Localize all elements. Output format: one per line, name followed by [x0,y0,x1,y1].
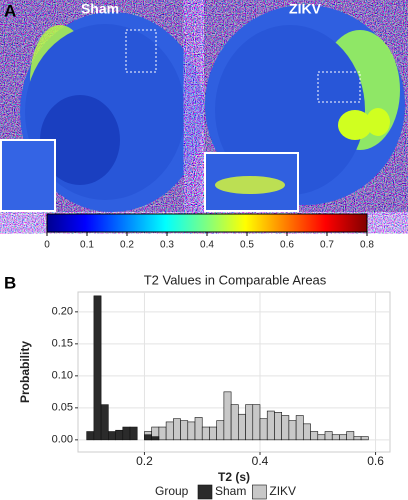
legend-title: Group [155,484,189,498]
colorbar-tick-label: 0.2 [120,240,134,251]
colorbar-tick-label: 0.6 [280,240,294,251]
bar [353,436,362,441]
bar [201,426,210,441]
colorbar-tick-label: 0.8 [360,240,374,251]
colorbar-tick-label: 0.1 [80,240,94,251]
bar [331,434,340,441]
bar [151,436,160,441]
colorbar-tick-label: 0.4 [200,240,214,251]
bar [100,404,109,441]
bar [295,415,304,441]
colorbar-tick-label: 0.5 [240,240,254,251]
mri-zikv [204,0,408,212]
x-tick-label: 0.6 [367,454,384,468]
y-tick-label: 0.20 [52,306,73,318]
image-label: ZIKV [289,1,322,17]
bar [281,415,290,441]
bar [194,417,203,441]
bar [288,420,297,441]
bar [346,431,355,441]
bar [274,412,282,441]
bar [86,431,95,441]
bar [173,418,181,441]
legend-swatch [252,484,267,500]
colorbar-tick-label: 0.7 [320,240,334,251]
y-tick-label: 0.05 [52,402,73,414]
panel-label: B [4,273,16,292]
colorbar-tick-label: 0 [44,240,50,251]
y-tick-label: 0.15 [52,338,73,350]
bar [339,434,347,441]
image-label: Sham [81,1,119,17]
colorbar-tick-label: 0.3 [160,240,174,251]
x-tick-label: 0.4 [252,454,269,468]
bar [108,431,116,441]
y-axis-label: Probability [18,341,32,403]
mri-sham [0,0,204,212]
bar [252,404,261,441]
bar [324,431,333,441]
y-tick-label: 0.10 [52,370,73,382]
bar [223,391,232,441]
bar [216,420,225,441]
panel-label: A [4,1,16,20]
bar [245,404,254,441]
bar [209,426,217,441]
bar [317,434,326,441]
x-axis-label: T2 (s) [218,470,250,484]
bar [266,410,275,441]
chart-title: T2 Values in Comparable Areas [144,272,327,287]
bar [180,420,189,441]
bar [122,426,131,441]
bar [129,426,138,441]
bar [238,413,246,441]
bar [187,421,196,441]
legend-label: ZIKV [269,484,296,498]
bar [259,418,268,441]
bar [360,436,369,441]
legend-swatch [197,484,213,500]
bar [158,426,167,441]
bar [303,423,311,441]
bar [115,429,124,441]
colorbar [46,213,368,233]
bar [230,404,239,441]
bar [93,295,102,441]
legend-label: Sham [215,484,246,498]
bar [165,421,174,441]
y-tick-label: 0.00 [52,434,73,446]
bar [310,431,319,441]
x-tick-label: 0.2 [136,454,153,468]
bar [144,434,152,441]
